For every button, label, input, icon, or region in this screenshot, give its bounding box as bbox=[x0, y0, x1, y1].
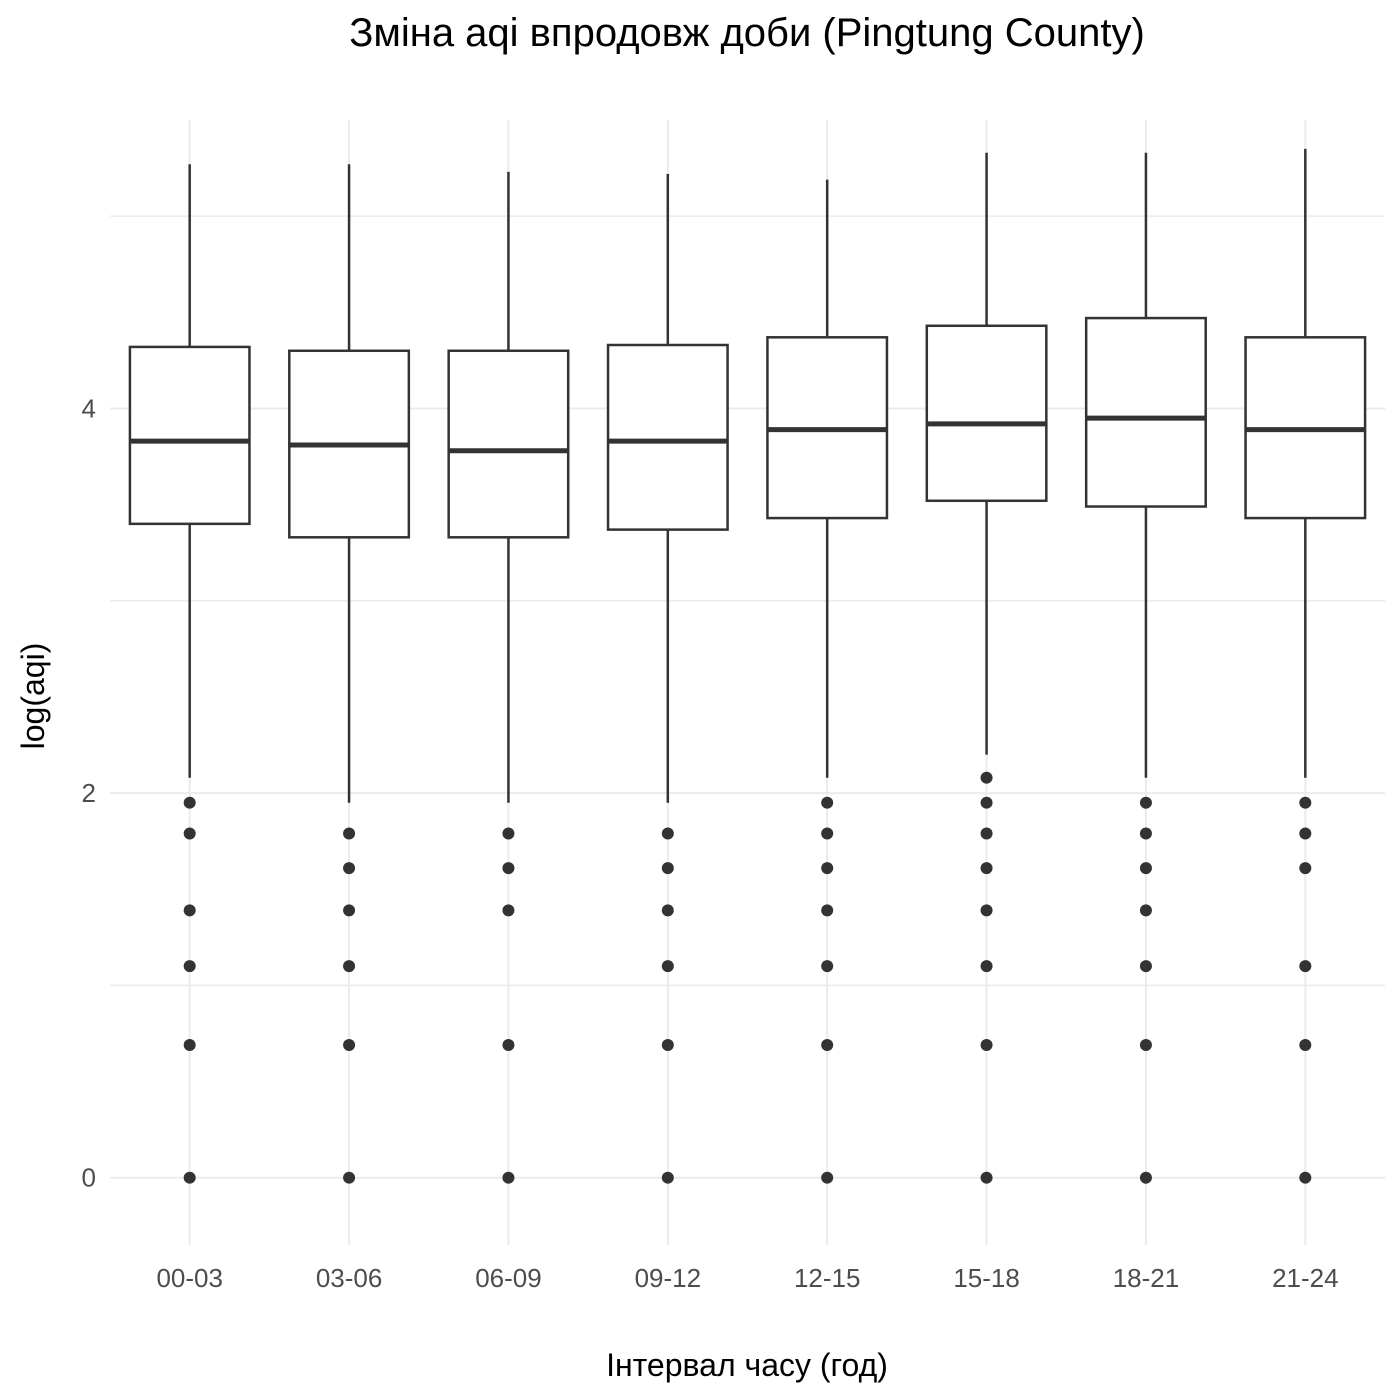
box bbox=[1084, 316, 1207, 508]
outlier-point bbox=[661, 827, 674, 840]
grid-lines bbox=[110, 120, 1385, 1245]
box-group-21-24 bbox=[1244, 148, 1367, 1184]
outlier-point bbox=[980, 960, 993, 973]
outlier-point bbox=[502, 904, 515, 917]
outlier-point bbox=[1139, 862, 1152, 875]
box-group-12-15 bbox=[766, 179, 889, 1184]
y-tick-label: 0 bbox=[82, 1163, 96, 1193]
outlier-point bbox=[821, 862, 834, 875]
outlier-point bbox=[343, 960, 356, 973]
chart-title: Зміна aqi впродовж доби (Pingtung County… bbox=[349, 11, 1145, 55]
outlier-point bbox=[980, 862, 993, 875]
outlier-point bbox=[183, 1171, 196, 1184]
x-tick-label: 12-15 bbox=[794, 1263, 861, 1293]
x-tick-label: 21-24 bbox=[1272, 1263, 1339, 1293]
outlier-point bbox=[661, 1171, 674, 1184]
outlier-point bbox=[183, 960, 196, 973]
outlier-point bbox=[1299, 1171, 1312, 1184]
y-axis-title: log(aqi) bbox=[15, 643, 51, 750]
outlier-point bbox=[821, 960, 834, 973]
outlier-point bbox=[502, 1039, 515, 1051]
outlier-point bbox=[821, 796, 834, 809]
outlier-point bbox=[661, 862, 674, 875]
box-group-00-03 bbox=[128, 164, 251, 1184]
outlier-point bbox=[1139, 904, 1152, 917]
outlier-point bbox=[183, 904, 196, 917]
outlier-point bbox=[343, 1039, 356, 1051]
outlier-point bbox=[183, 796, 196, 809]
outlier-point bbox=[1139, 796, 1152, 809]
y-tick-label: 2 bbox=[82, 778, 96, 808]
box bbox=[925, 324, 1048, 503]
outlier-point bbox=[980, 1171, 993, 1184]
outlier-point bbox=[343, 1171, 356, 1184]
box-group-09-12 bbox=[606, 173, 729, 1184]
y-tick-label: 4 bbox=[82, 393, 96, 423]
outlier-point bbox=[1299, 960, 1312, 973]
box-group-03-06 bbox=[288, 164, 411, 1184]
outlier-point bbox=[502, 862, 515, 875]
outlier-point bbox=[980, 796, 993, 809]
outlier-point bbox=[343, 827, 356, 840]
outlier-point bbox=[821, 1039, 834, 1051]
outlier-point bbox=[1299, 1039, 1312, 1051]
x-tick-label: 03-06 bbox=[316, 1263, 383, 1293]
x-tick-label: 15-18 bbox=[953, 1263, 1020, 1293]
outlier-point bbox=[1139, 1039, 1152, 1051]
box bbox=[606, 343, 729, 531]
outlier-point bbox=[1139, 827, 1152, 840]
box-group-06-09 bbox=[447, 171, 570, 1184]
outlier-point bbox=[661, 904, 674, 917]
outlier-point bbox=[1139, 1171, 1152, 1184]
outlier-point bbox=[183, 827, 196, 840]
outlier-point bbox=[821, 827, 834, 840]
x-tick-label: 00-03 bbox=[156, 1263, 223, 1293]
axes: 0 2 4 00-03 03-06 06-09 09-12 12-15 15-18 18-21 21… bbox=[82, 393, 1339, 1293]
outlier-point bbox=[661, 1039, 674, 1051]
x-tick-label: 18-21 bbox=[1113, 1263, 1180, 1293]
box-group-18-21 bbox=[1084, 152, 1207, 1184]
outlier-point bbox=[502, 827, 515, 840]
outlier-point bbox=[821, 904, 834, 917]
box bbox=[128, 345, 251, 526]
x-tick-label: 06-09 bbox=[475, 1263, 542, 1293]
plot-area bbox=[128, 148, 1367, 1184]
outlier-point bbox=[980, 1039, 993, 1051]
box bbox=[447, 349, 570, 539]
outlier-point bbox=[1299, 862, 1312, 875]
outlier-point bbox=[661, 960, 674, 973]
outlier-point bbox=[183, 1039, 196, 1051]
outlier-point bbox=[1299, 796, 1312, 809]
outlier-point bbox=[821, 1171, 834, 1184]
outlier-point bbox=[343, 904, 356, 917]
x-tick-label: 09-12 bbox=[635, 1263, 702, 1293]
outlier-point bbox=[343, 862, 356, 875]
outlier-point bbox=[1139, 960, 1152, 973]
outlier-point bbox=[980, 771, 993, 784]
outlier-point bbox=[1299, 827, 1312, 840]
outlier-point bbox=[980, 827, 993, 840]
outlier-point bbox=[502, 1171, 515, 1184]
box-group-15-18 bbox=[925, 152, 1048, 1184]
x-axis-title: Інтервал часу (год) bbox=[606, 1347, 888, 1383]
outlier-point bbox=[980, 904, 993, 917]
